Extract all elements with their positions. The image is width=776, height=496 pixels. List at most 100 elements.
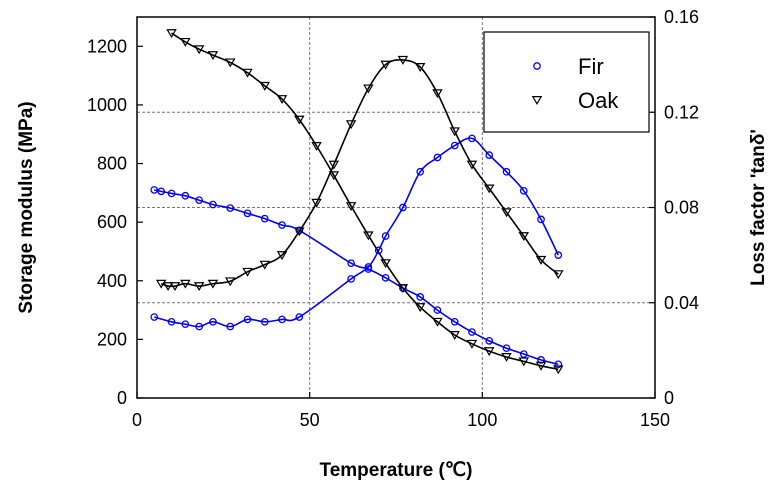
legend: Fir Oak bbox=[483, 31, 650, 133]
fir-storage-modulus-point bbox=[195, 196, 204, 205]
oak-storage-modulus-point bbox=[483, 347, 495, 357]
y-tick-label: 1000 bbox=[87, 95, 127, 115]
oak-storage-modulus-point bbox=[294, 115, 305, 125]
fir-loss-factor-point bbox=[519, 186, 528, 195]
oak-storage-modulus-point bbox=[276, 95, 288, 105]
oak-storage-modulus-point bbox=[414, 303, 426, 313]
oak-loss-factor-curve bbox=[160, 58, 559, 288]
legend-box bbox=[483, 31, 650, 133]
fir-storage-modulus-point bbox=[519, 350, 528, 358]
oak-loss-factor-point bbox=[224, 277, 236, 287]
fir-storage-modulus-point bbox=[450, 317, 459, 326]
fir-loss-factor-point bbox=[347, 275, 355, 283]
fir-loss-factor-point bbox=[468, 134, 476, 143]
fir-loss-factor-point bbox=[243, 315, 252, 324]
oak-loss-factor-point bbox=[483, 184, 495, 194]
y-tick-label: 1200 bbox=[87, 36, 127, 56]
oak-loss-factor-point bbox=[169, 282, 181, 292]
fir-storage-modulus-curve bbox=[154, 189, 559, 366]
x-axis-title: Temperature (℃) bbox=[320, 460, 473, 481]
fir-loss-factor-point bbox=[195, 322, 204, 331]
oak-storage-modulus-point bbox=[345, 202, 357, 211]
x-tick-label: 50 bbox=[300, 410, 320, 430]
oak-loss-factor-point bbox=[180, 279, 191, 289]
oak-storage-modulus-point bbox=[397, 284, 409, 294]
fir-loss-factor-point bbox=[209, 317, 217, 326]
y2-tick-label: 0.16 bbox=[664, 7, 699, 27]
oak-storage-modulus-point bbox=[553, 365, 564, 375]
oak-loss-factor-point bbox=[259, 260, 271, 270]
y2-tick-label: 0.04 bbox=[664, 293, 699, 313]
fir-loss-factor-point bbox=[278, 315, 286, 324]
oak-loss-factor-point bbox=[518, 232, 530, 242]
oak-storage-modulus-point bbox=[449, 331, 460, 340]
fir-loss-factor-point bbox=[502, 167, 511, 176]
fir-loss-factor-point bbox=[295, 313, 304, 321]
oak-loss-factor-point bbox=[276, 251, 288, 261]
fir-storage-modulus-point bbox=[209, 200, 217, 209]
oak-storage-modulus-point bbox=[207, 51, 219, 61]
x-tick-label: 100 bbox=[467, 410, 497, 430]
oak-storage-modulus-point bbox=[466, 339, 478, 349]
fir-loss-factor-point bbox=[450, 141, 459, 150]
oak-loss-factor-point bbox=[242, 267, 253, 277]
tick-labels: 0 50 100 15002004006008001000120000.040.080… bbox=[87, 7, 699, 430]
y-axis-title: Storage modulus (MPa) bbox=[16, 101, 37, 313]
oak-loss-factor-point bbox=[311, 198, 322, 208]
oak-storage-modulus-point bbox=[535, 361, 547, 371]
oak-storage-modulus-point bbox=[166, 29, 177, 39]
oak-storage-modulus-point bbox=[242, 68, 253, 78]
fir-loss-factor-point bbox=[260, 317, 269, 326]
fir-loss-factor-point bbox=[433, 153, 442, 162]
fir-storage-modulus-point bbox=[278, 221, 286, 229]
fir-loss-factor-point bbox=[374, 246, 383, 255]
fir-storage-modulus-point bbox=[243, 209, 252, 218]
fir-loss-factor-point bbox=[226, 322, 235, 331]
oak-loss-factor-point bbox=[535, 255, 547, 265]
oak-loss-factor-point bbox=[363, 84, 374, 94]
data-points bbox=[150, 29, 564, 375]
oak-loss-factor-point bbox=[345, 120, 357, 130]
oak-storage-modulus-point bbox=[180, 37, 191, 47]
fir-loss-factor-point bbox=[181, 320, 190, 329]
y2-tick-label: 0 bbox=[664, 388, 674, 408]
fir-loss-factor-point bbox=[150, 313, 159, 321]
oak-loss-factor-point bbox=[162, 282, 174, 292]
y-tick-label: 800 bbox=[97, 154, 127, 174]
oak-storage-modulus-point bbox=[259, 81, 271, 91]
oak-loss-factor-point bbox=[294, 227, 305, 237]
oak-loss-factor-point bbox=[193, 282, 205, 292]
fir-storage-modulus-point bbox=[226, 204, 235, 212]
fir-storage-modulus-point bbox=[537, 356, 545, 364]
fir-loss-factor-point bbox=[364, 263, 373, 271]
fir-storage-modulus-point bbox=[485, 336, 494, 345]
legend-marker-fir bbox=[533, 62, 541, 70]
legend-marker-symbol bbox=[533, 62, 541, 70]
oak-loss-factor-point bbox=[380, 60, 391, 70]
oak-loss-factor-point bbox=[397, 55, 409, 65]
fir-storage-modulus-point bbox=[381, 273, 390, 282]
fir-loss-factor-point bbox=[537, 215, 545, 224]
fir-loss-factor-point bbox=[416, 167, 425, 176]
fir-loss-factor-curve bbox=[154, 137, 560, 328]
fir-storage-modulus-point bbox=[157, 187, 166, 196]
fir-storage-modulus-point bbox=[554, 360, 563, 369]
oak-storage-modulus-point bbox=[501, 353, 512, 362]
oak-storage-modulus-point bbox=[363, 231, 374, 241]
fir-storage-modulus-point bbox=[181, 191, 190, 200]
legend-marker-oak bbox=[531, 96, 543, 105]
y-tick-label: 600 bbox=[97, 212, 127, 232]
fir-loss-factor-point bbox=[399, 203, 407, 212]
oak-loss-factor-point bbox=[414, 63, 426, 72]
fir-storage-modulus-point bbox=[468, 328, 476, 336]
legend-label-oak: Oak bbox=[578, 88, 619, 113]
fir-storage-modulus-point bbox=[260, 214, 269, 223]
fir-loss-factor-point bbox=[554, 251, 563, 259]
fir-storage-modulus-point bbox=[167, 189, 176, 198]
fir-storage-modulus-point bbox=[416, 293, 425, 301]
oak-storage-modulus-point bbox=[518, 357, 530, 367]
y2-tick-label: 0.08 bbox=[664, 198, 699, 218]
y-tick-label: 400 bbox=[97, 271, 127, 291]
y-tick-label: 200 bbox=[97, 329, 127, 349]
